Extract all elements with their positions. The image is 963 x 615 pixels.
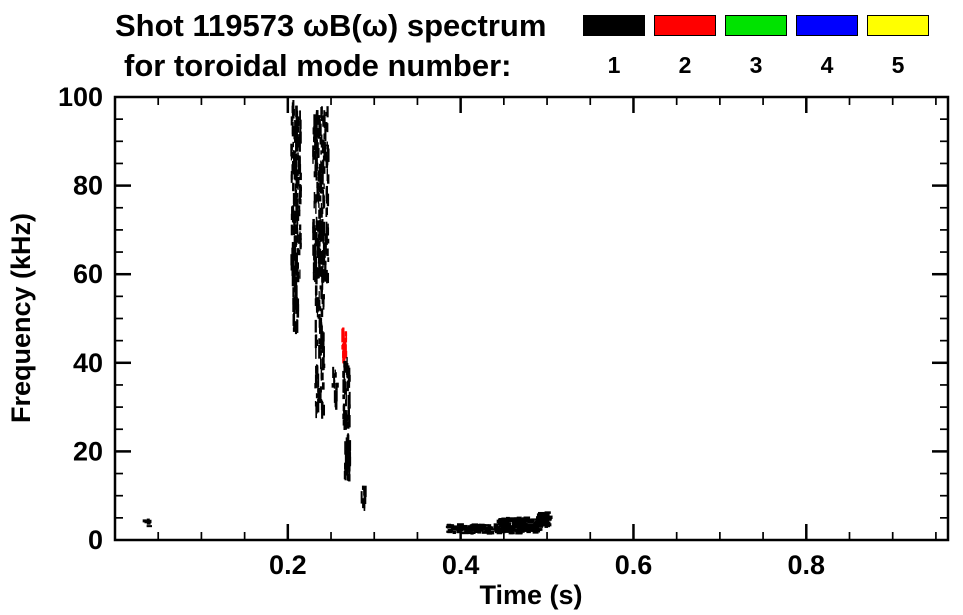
legend-label-mode-5: 5 xyxy=(891,52,905,78)
x-axis-label: Time (s) xyxy=(479,580,582,610)
y-tick-label: 0 xyxy=(88,525,103,555)
x-tick-label: 0.4 xyxy=(442,550,480,580)
legend-swatch-row xyxy=(583,15,929,36)
x-tick-label: 0.2 xyxy=(269,550,307,580)
cluster-mode-1 xyxy=(314,280,326,419)
chart-subtitle: for toroidal mode number: xyxy=(124,48,512,83)
chart-title: Shot 119573 ωB(ω) spectrum xyxy=(115,8,547,43)
legend-label-mode-3: 3 xyxy=(749,52,763,78)
cluster-mode-1 xyxy=(342,357,351,431)
cluster-mode-1 xyxy=(291,265,300,335)
y-tick-label: 100 xyxy=(58,85,103,112)
y-axis-label: Frequency (kHz) xyxy=(6,213,36,423)
cluster-mode-1 xyxy=(496,516,543,535)
cluster-mode-1 xyxy=(331,366,339,410)
x-tick-label: 0.6 xyxy=(615,550,653,580)
y-tick-label: 20 xyxy=(73,436,103,466)
legend-swatch-mode-2 xyxy=(654,15,716,36)
legend-swatch-mode-1 xyxy=(583,15,645,36)
legend-swatch-mode-3 xyxy=(725,15,787,36)
cluster-mode-1 xyxy=(343,433,352,482)
y-tick-label: 80 xyxy=(73,171,103,201)
plot-canvas: 0.2 0.4 0.6 0.8 0 20 40 60 80 100 Time (s) Freque… xyxy=(6,85,950,610)
cluster-mode-1 xyxy=(535,511,553,528)
y-tick-label: 60 xyxy=(73,259,103,289)
cluster-mode-1 xyxy=(142,518,152,528)
x-tick-label: 0.8 xyxy=(788,550,826,580)
legend-label-mode-4: 4 xyxy=(820,52,834,78)
plot-frame xyxy=(113,95,950,542)
legend-swatch-mode-4 xyxy=(796,15,858,36)
legend-label-mode-1: 1 xyxy=(607,52,621,78)
data-layer xyxy=(142,100,553,535)
axes-layer: 0.2 0.4 0.6 0.8 0 20 40 60 80 100 xyxy=(58,85,948,580)
legend-label-row: 1 2 3 4 5 xyxy=(583,52,929,79)
legend-swatch-mode-5 xyxy=(867,15,929,36)
cluster-mode-1 xyxy=(290,100,302,279)
cluster-mode-1 xyxy=(360,485,367,511)
cluster-mode-2 xyxy=(341,327,348,364)
cluster-mode-1 xyxy=(445,523,503,535)
cluster-mode-1 xyxy=(312,106,330,286)
legend-label-mode-2: 2 xyxy=(678,52,692,78)
y-tick-label: 40 xyxy=(73,348,103,378)
